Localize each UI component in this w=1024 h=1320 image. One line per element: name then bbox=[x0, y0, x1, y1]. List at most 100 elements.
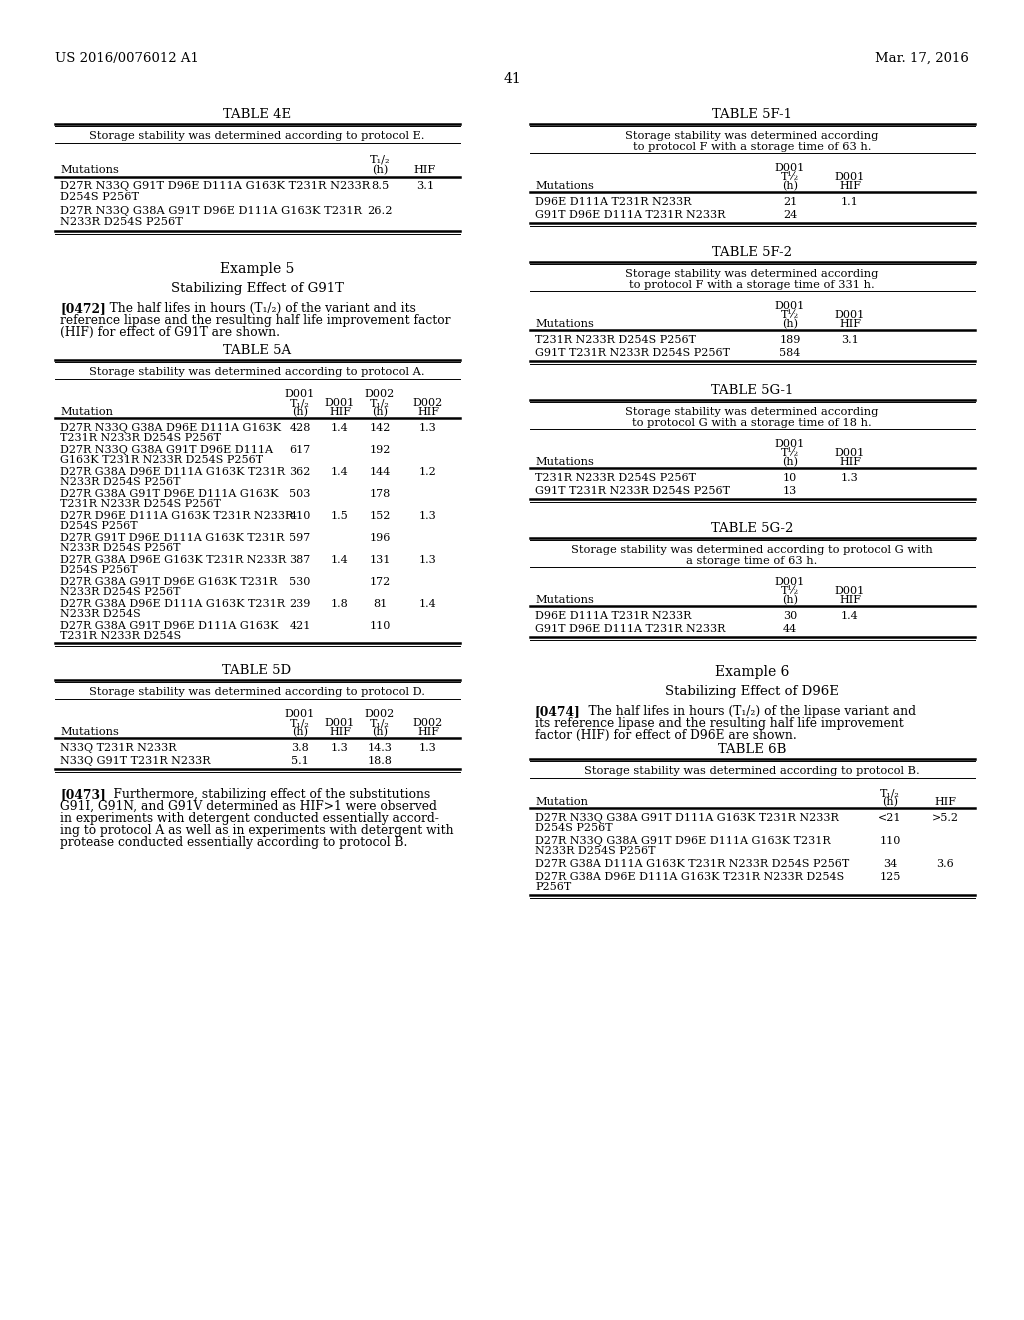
Text: T231R N233R D254S: T231R N233R D254S bbox=[60, 631, 181, 642]
Text: N233R D254S P256T: N233R D254S P256T bbox=[60, 543, 180, 553]
Text: D001: D001 bbox=[325, 718, 355, 729]
Text: 110: 110 bbox=[370, 620, 391, 631]
Text: Stabilizing Effect of D96E: Stabilizing Effect of D96E bbox=[665, 685, 839, 698]
Text: Mutations: Mutations bbox=[535, 319, 594, 329]
Text: T½: T½ bbox=[781, 586, 799, 597]
Text: D27R N33Q G38A D96E D111A G163K: D27R N33Q G38A D96E D111A G163K bbox=[60, 422, 282, 433]
Text: US 2016/0076012 A1: US 2016/0076012 A1 bbox=[55, 51, 199, 65]
Text: D27R G38A D96E D111A G163K T231R N233R D254S: D27R G38A D96E D111A G163K T231R N233R D… bbox=[535, 873, 844, 882]
Text: D27R D96E D111A G163K T231R N233R: D27R D96E D111A G163K T231R N233R bbox=[60, 511, 293, 521]
Text: T₁/₂: T₁/₂ bbox=[370, 399, 390, 408]
Text: 597: 597 bbox=[290, 533, 310, 543]
Text: 1.1: 1.1 bbox=[841, 197, 859, 207]
Text: 530: 530 bbox=[290, 577, 310, 587]
Text: The half lifes in hours (T₁/₂) of the variant and its: The half lifes in hours (T₁/₂) of the va… bbox=[98, 302, 416, 315]
Text: 3.8: 3.8 bbox=[291, 743, 309, 752]
Text: to protocol G with a storage time of 18 h.: to protocol G with a storage time of 18 … bbox=[632, 418, 871, 428]
Text: D254S P256T: D254S P256T bbox=[60, 521, 137, 531]
Text: N33Q G91T T231R N233R: N33Q G91T T231R N233R bbox=[60, 756, 211, 766]
Text: (h): (h) bbox=[372, 407, 388, 417]
Text: T₁/₂: T₁/₂ bbox=[370, 154, 390, 165]
Text: Storage stability was determined according: Storage stability was determined accordi… bbox=[626, 269, 879, 279]
Text: D27R G91T D96E D111A G163K T231R: D27R G91T D96E D111A G163K T231R bbox=[60, 533, 285, 543]
Text: D27R G38A D111A G163K T231R N233R D254S P256T: D27R G38A D111A G163K T231R N233R D254S … bbox=[535, 859, 849, 869]
Text: D27R N33Q G38A G91T D111A G163K T231R N233R: D27R N33Q G38A G91T D111A G163K T231R N2… bbox=[535, 813, 839, 822]
Text: D27R N33Q G38A G91T D96E D111A: D27R N33Q G38A G91T D96E D111A bbox=[60, 445, 273, 455]
Text: 584: 584 bbox=[779, 348, 801, 358]
Text: T½: T½ bbox=[781, 447, 799, 458]
Text: D001: D001 bbox=[835, 172, 865, 182]
Text: D254S P256T: D254S P256T bbox=[535, 822, 612, 833]
Text: 3.1: 3.1 bbox=[841, 335, 859, 345]
Text: 1.4: 1.4 bbox=[331, 467, 349, 477]
Text: D001: D001 bbox=[775, 577, 805, 587]
Text: Mutations: Mutations bbox=[535, 457, 594, 467]
Text: Mar. 17, 2016: Mar. 17, 2016 bbox=[876, 51, 969, 65]
Text: 5.1: 5.1 bbox=[291, 756, 309, 766]
Text: [0474]: [0474] bbox=[535, 705, 581, 718]
Text: TABLE 5F-1: TABLE 5F-1 bbox=[712, 108, 792, 121]
Text: 34: 34 bbox=[883, 859, 897, 869]
Text: Furthermore, stabilizing effect of the substitutions: Furthermore, stabilizing effect of the s… bbox=[98, 788, 430, 801]
Text: HIF: HIF bbox=[934, 797, 956, 807]
Text: HIF: HIF bbox=[417, 727, 439, 737]
Text: Storage stability was determined according to protocol E.: Storage stability was determined accordi… bbox=[89, 131, 425, 141]
Text: 1.8: 1.8 bbox=[331, 599, 349, 609]
Text: 8.5: 8.5 bbox=[371, 181, 389, 191]
Text: Storage stability was determined according to protocol G with: Storage stability was determined accordi… bbox=[571, 545, 933, 554]
Text: D27R G38A D96E G163K T231R N233R: D27R G38A D96E G163K T231R N233R bbox=[60, 554, 286, 565]
Text: >5.2: >5.2 bbox=[932, 813, 958, 822]
Text: 125: 125 bbox=[880, 873, 901, 882]
Text: 1.3: 1.3 bbox=[419, 511, 437, 521]
Text: G91T D96E D111A T231R N233R: G91T D96E D111A T231R N233R bbox=[535, 624, 725, 634]
Text: 410: 410 bbox=[290, 511, 310, 521]
Text: (HIF) for effect of G91T are shown.: (HIF) for effect of G91T are shown. bbox=[60, 326, 280, 339]
Text: 26.2: 26.2 bbox=[368, 206, 393, 216]
Text: D001: D001 bbox=[325, 399, 355, 408]
Text: G163K T231R N233R D254S P256T: G163K T231R N233R D254S P256T bbox=[60, 455, 263, 465]
Text: 421: 421 bbox=[290, 620, 310, 631]
Text: TABLE 5A: TABLE 5A bbox=[223, 345, 291, 356]
Text: 1.3: 1.3 bbox=[331, 743, 349, 752]
Text: [0472]: [0472] bbox=[60, 302, 105, 315]
Text: T231R N233R D254S P256T: T231R N233R D254S P256T bbox=[535, 473, 696, 483]
Text: 1.2: 1.2 bbox=[419, 467, 437, 477]
Text: N33Q T231R N233R: N33Q T231R N233R bbox=[60, 743, 176, 752]
Text: (h): (h) bbox=[782, 319, 798, 329]
Text: HIF: HIF bbox=[417, 407, 439, 417]
Text: T₁/₂: T₁/₂ bbox=[370, 718, 390, 729]
Text: 428: 428 bbox=[290, 422, 310, 433]
Text: 3.1: 3.1 bbox=[416, 181, 434, 191]
Text: protease conducted essentially according to protocol B.: protease conducted essentially according… bbox=[60, 836, 408, 849]
Text: 172: 172 bbox=[370, 577, 390, 587]
Text: 24: 24 bbox=[783, 210, 797, 220]
Text: (h): (h) bbox=[292, 727, 308, 738]
Text: (h): (h) bbox=[782, 457, 798, 467]
Text: T231R N233R D254S P256T: T231R N233R D254S P256T bbox=[535, 335, 696, 345]
Text: 192: 192 bbox=[370, 445, 391, 455]
Text: Mutation: Mutation bbox=[60, 407, 113, 417]
Text: D27R G38A G91T D96E D111A G163K: D27R G38A G91T D96E D111A G163K bbox=[60, 488, 279, 499]
Text: G91T T231R N233R D254S P256T: G91T T231R N233R D254S P256T bbox=[535, 348, 730, 358]
Text: 1.4: 1.4 bbox=[419, 599, 437, 609]
Text: 1.4: 1.4 bbox=[841, 611, 859, 620]
Text: 178: 178 bbox=[370, 488, 390, 499]
Text: TABLE 4E: TABLE 4E bbox=[223, 108, 291, 121]
Text: to protocol F with a storage time of 331 h.: to protocol F with a storage time of 331… bbox=[629, 280, 874, 290]
Text: Storage stability was determined according to protocol D.: Storage stability was determined accordi… bbox=[89, 686, 425, 697]
Text: 14.3: 14.3 bbox=[368, 743, 392, 752]
Text: Storage stability was determined according: Storage stability was determined accordi… bbox=[626, 131, 879, 141]
Text: 142: 142 bbox=[370, 422, 391, 433]
Text: T231R N233R D254S P256T: T231R N233R D254S P256T bbox=[60, 499, 221, 510]
Text: 196: 196 bbox=[370, 533, 391, 543]
Text: 30: 30 bbox=[783, 611, 797, 620]
Text: G91T D96E D111A T231R N233R: G91T D96E D111A T231R N233R bbox=[535, 210, 725, 220]
Text: a storage time of 63 h.: a storage time of 63 h. bbox=[686, 556, 818, 566]
Text: T₁/₂: T₁/₂ bbox=[290, 399, 310, 408]
Text: Mutations: Mutations bbox=[60, 727, 119, 737]
Text: G91I, G91N, and G91V determined as HIF>1 were observed: G91I, G91N, and G91V determined as HIF>1… bbox=[60, 800, 437, 813]
Text: D001: D001 bbox=[775, 162, 805, 173]
Text: D27R N33Q G38A G91T D96E D111A G163K T231R: D27R N33Q G38A G91T D96E D111A G163K T23… bbox=[535, 836, 830, 846]
Text: D27R G38A G91T D96E D111A G163K: D27R G38A G91T D96E D111A G163K bbox=[60, 620, 279, 631]
Text: 81: 81 bbox=[373, 599, 387, 609]
